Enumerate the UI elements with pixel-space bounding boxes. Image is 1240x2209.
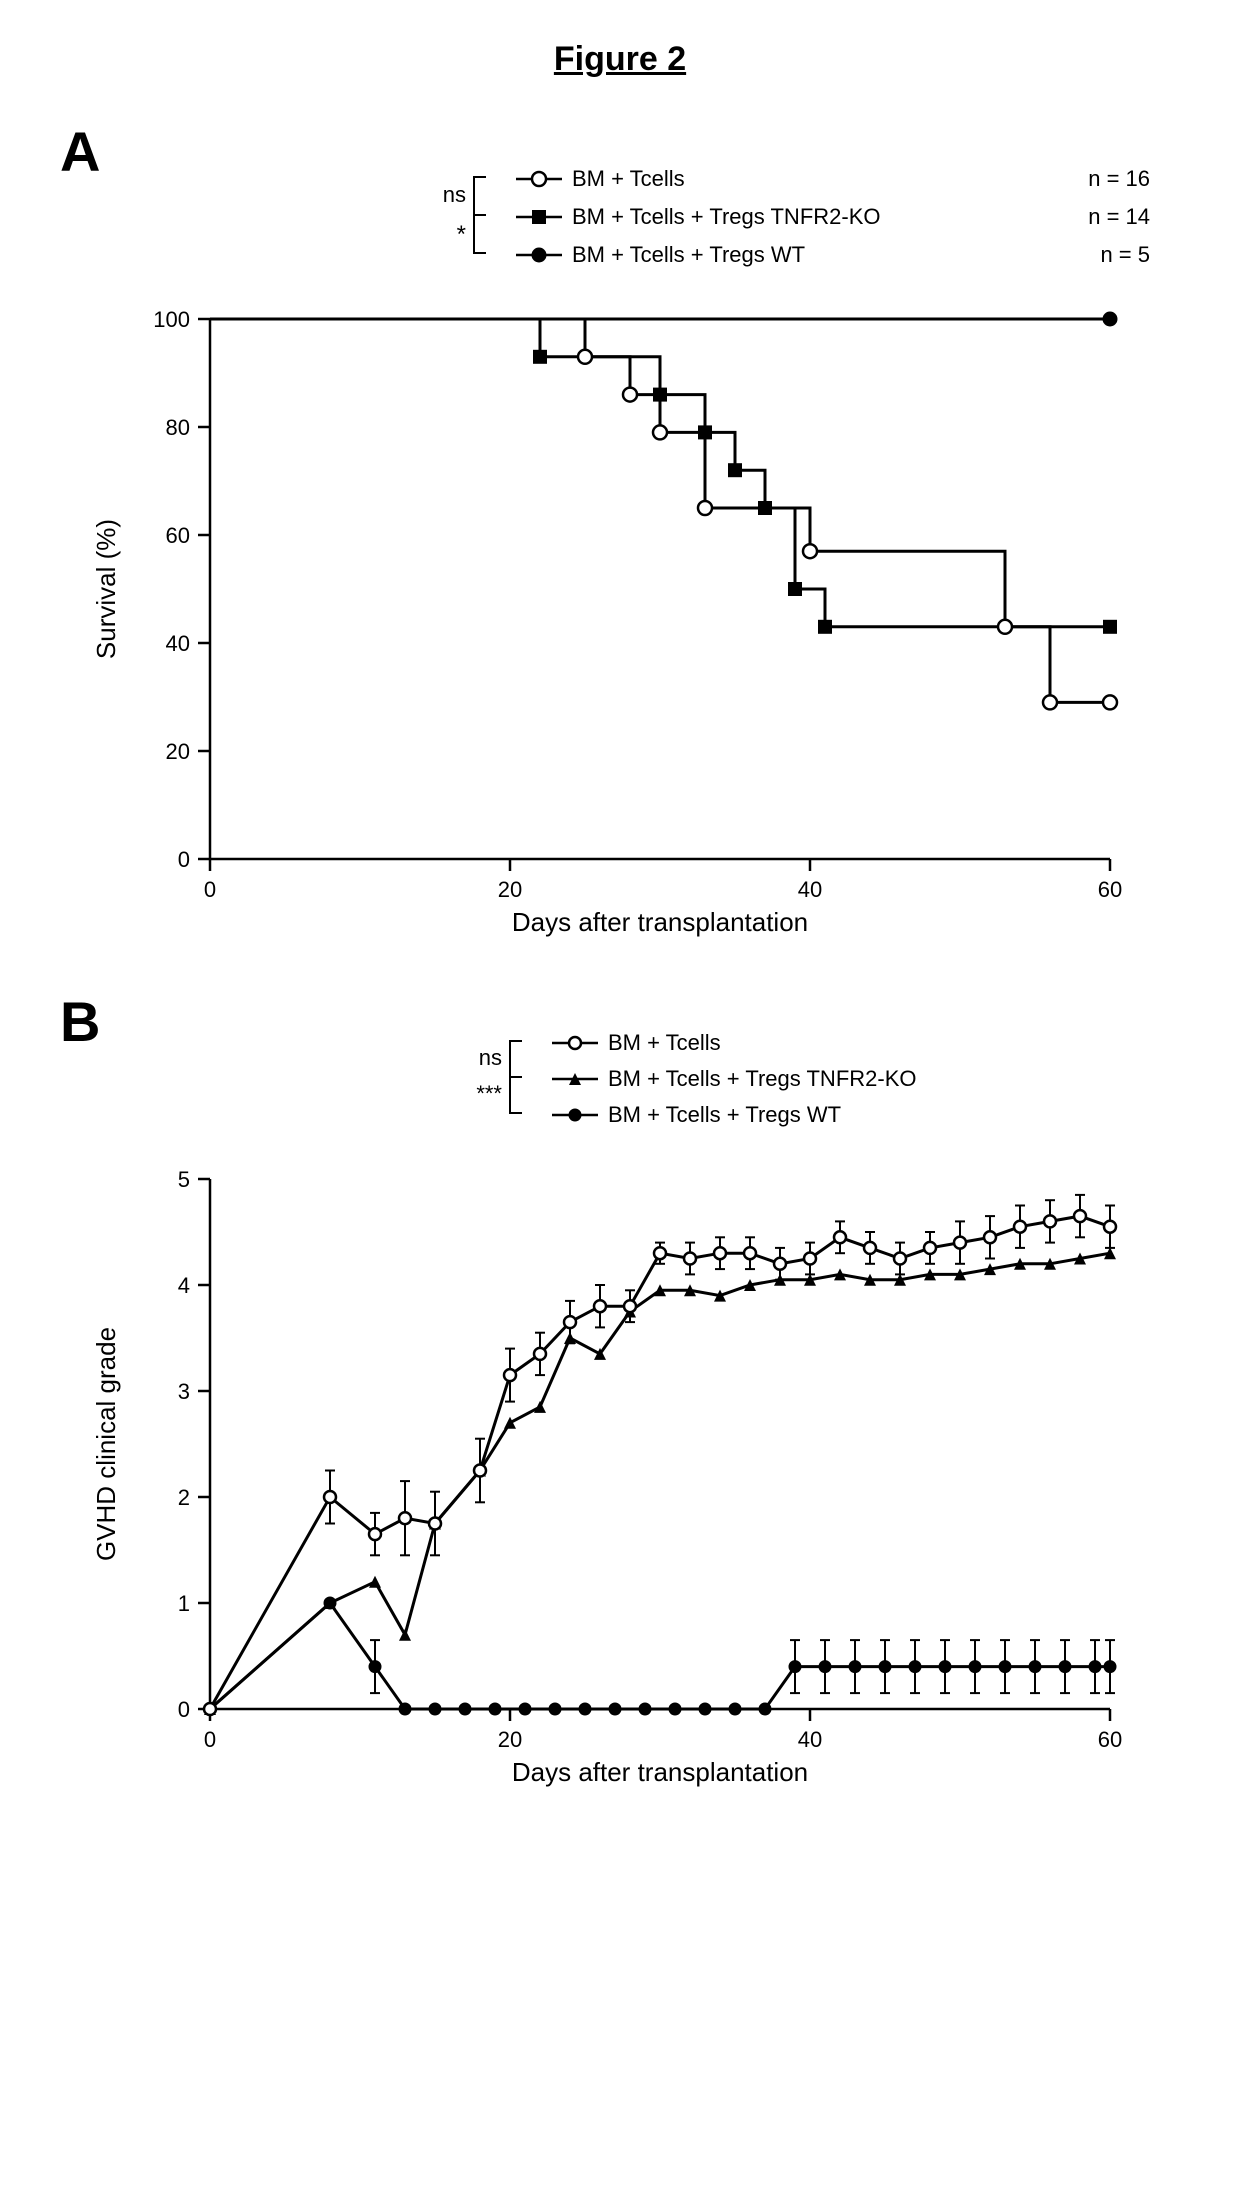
- svg-text:1: 1: [178, 1591, 190, 1616]
- svg-text:BM + Tcells + Tregs TNFR2-KO: BM + Tcells + Tregs TNFR2-KO: [572, 204, 881, 229]
- svg-text:*: *: [457, 221, 466, 248]
- svg-text:0: 0: [204, 877, 216, 902]
- svg-text:80: 80: [166, 415, 190, 440]
- panel-a-letter: A: [60, 119, 100, 184]
- svg-text:n = 14: n = 14: [1088, 204, 1150, 229]
- svg-text:ns: ns: [479, 1045, 502, 1070]
- svg-text:60: 60: [1098, 1727, 1122, 1752]
- svg-text:4: 4: [178, 1273, 190, 1298]
- svg-text:BM + Tcells: BM + Tcells: [608, 1030, 721, 1055]
- panel-b-chart: 0 20 40 60 0 1 2 3 4 5 Days after transplantation G…: [70, 1019, 1170, 1799]
- svg-text:40: 40: [798, 1727, 822, 1752]
- svg-text:100: 100: [153, 307, 190, 332]
- svg-text:Survival (%): Survival (%): [91, 519, 121, 659]
- svg-text:GVHD clinical grade: GVHD clinical grade: [91, 1327, 121, 1561]
- svg-text:Days after transplantation: Days after transplantation: [512, 907, 808, 937]
- svg-text:ns: ns: [443, 182, 466, 207]
- figure-title: Figure 2: [0, 40, 1240, 79]
- svg-text:0: 0: [178, 847, 190, 872]
- panel-a-chart: 0 20 40 60 0 20 40 60 80 100 Days after transplant…: [70, 149, 1170, 949]
- svg-text:3: 3: [178, 1379, 190, 1404]
- svg-text:20: 20: [498, 1727, 522, 1752]
- panel-b: B 0204060012345Days after transplantatio…: [70, 1019, 1170, 1799]
- svg-text:BM + Tcells: BM + Tcells: [572, 166, 685, 191]
- svg-text:n = 5: n = 5: [1100, 242, 1150, 267]
- svg-text:5: 5: [178, 1167, 190, 1192]
- svg-text:Days after transplantation: Days after transplantation: [512, 1757, 808, 1787]
- svg-text:BM + Tcells + Tregs WT: BM + Tcells + Tregs WT: [572, 242, 805, 267]
- svg-text:20: 20: [498, 877, 522, 902]
- svg-text:0: 0: [204, 1727, 216, 1752]
- panel-a: A 0204060020406080100Days after transpla…: [70, 149, 1170, 949]
- svg-text:n = 16: n = 16: [1088, 166, 1150, 191]
- svg-text:60: 60: [166, 523, 190, 548]
- svg-text:40: 40: [166, 631, 190, 656]
- svg-text:0: 0: [178, 1697, 190, 1722]
- svg-text:BM + Tcells + Tregs TNFR2-KO: BM + Tcells + Tregs TNFR2-KO: [608, 1066, 917, 1091]
- panel-b-letter: B: [60, 989, 100, 1054]
- svg-text:BM + Tcells + Tregs WT: BM + Tcells + Tregs WT: [608, 1102, 841, 1127]
- svg-text:60: 60: [1098, 877, 1122, 902]
- svg-text:20: 20: [166, 739, 190, 764]
- svg-text:40: 40: [798, 877, 822, 902]
- svg-text:***: ***: [476, 1081, 502, 1106]
- svg-text:2: 2: [178, 1485, 190, 1510]
